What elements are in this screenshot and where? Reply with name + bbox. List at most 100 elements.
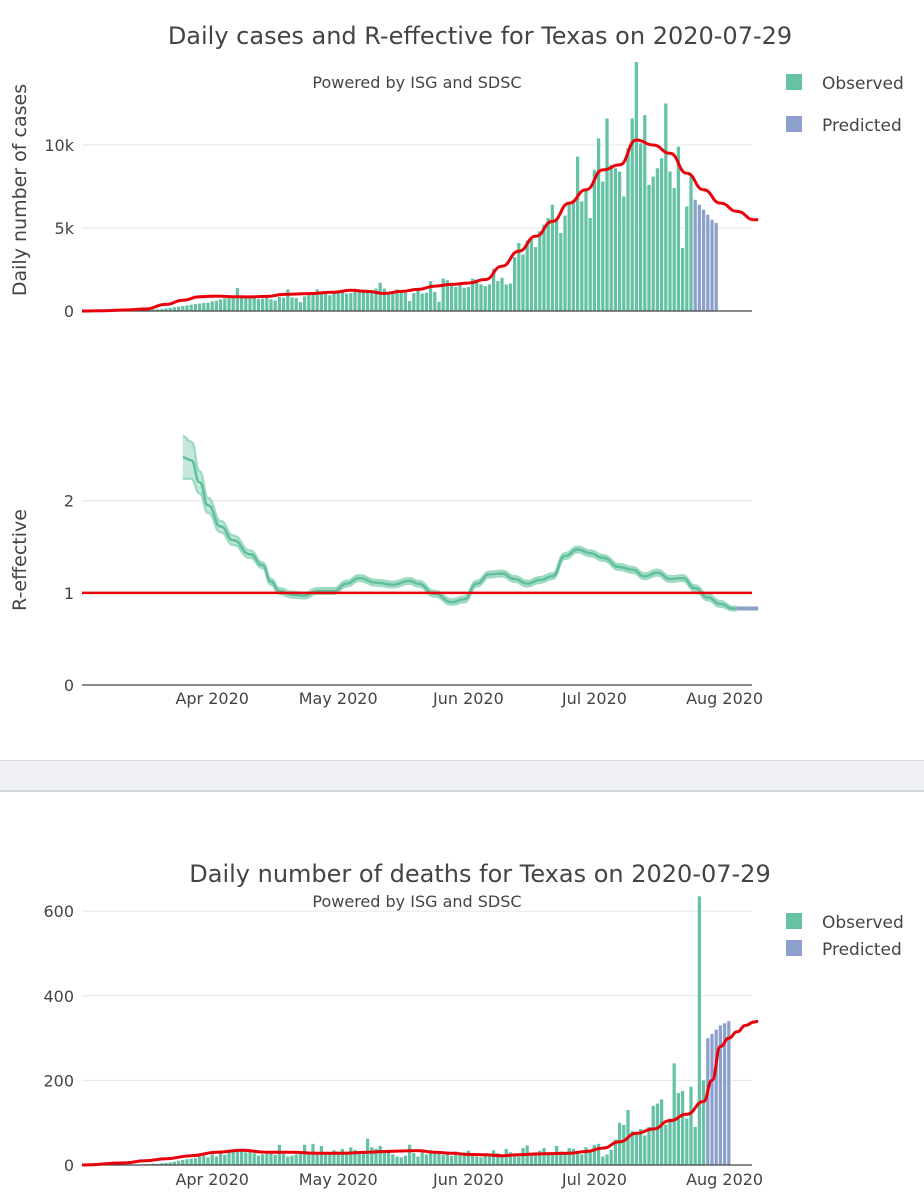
r-tick-label: 2 <box>64 492 74 511</box>
x-tick-label: Aug 2020 <box>686 1170 763 1189</box>
observed-bar <box>638 1129 643 1165</box>
legend[interactable]: Observed Predicted <box>786 913 904 960</box>
r-y-ticks: 0 1 2 <box>64 492 74 695</box>
predicted-bar <box>714 223 718 311</box>
observed-bar <box>424 292 429 311</box>
legend-item-observed[interactable]: Observed <box>786 913 904 933</box>
x-tick-label: Apr 2020 <box>175 1170 248 1189</box>
r-confidence-band <box>182 436 738 611</box>
observed-bar <box>500 1154 504 1165</box>
observed-bar <box>605 1154 609 1165</box>
observed-bar <box>202 1155 206 1165</box>
legend-swatch-predicted <box>786 940 802 956</box>
observed-bar <box>445 280 450 311</box>
predicted-bar <box>727 1021 731 1165</box>
observed-bar <box>596 138 601 311</box>
observed-bar <box>239 1148 244 1165</box>
observed-bar <box>676 146 681 311</box>
observed-bar <box>630 118 634 311</box>
legend-item-observed[interactable]: Observed <box>786 74 904 94</box>
legend-label-observed: Observed <box>822 74 904 94</box>
predicted-bar <box>710 1033 714 1165</box>
observed-bar <box>420 1152 424 1165</box>
observed-bar <box>512 257 517 311</box>
observed-bar <box>668 171 672 311</box>
observed-bar <box>428 1150 433 1165</box>
observed-bar <box>353 291 357 311</box>
deaths-gridlines <box>82 910 752 1081</box>
observed-bar <box>441 278 445 311</box>
observed-bar <box>651 1105 655 1165</box>
cases-tick-label: 5k <box>55 219 75 238</box>
observed-bar <box>302 1144 307 1165</box>
observed-bar <box>546 218 550 311</box>
observed-bar <box>491 268 496 311</box>
observed-bar <box>416 289 420 311</box>
observed-bar <box>622 196 626 311</box>
observed-bar <box>458 285 462 311</box>
observed-bar <box>575 1152 580 1165</box>
observed-bar <box>559 1151 563 1165</box>
observed-bar <box>168 307 172 311</box>
observed-bar <box>689 176 693 311</box>
observed-bar <box>449 282 454 311</box>
observed-bar <box>395 289 399 311</box>
observed-bar <box>592 169 597 311</box>
observed-bar <box>319 1145 324 1165</box>
observed-bar <box>693 1126 697 1165</box>
observed-bar <box>315 1152 319 1165</box>
observed-bar <box>185 1159 189 1165</box>
x-tick-label: Jul 2020 <box>561 689 627 708</box>
observed-bar <box>672 1063 676 1165</box>
deaths-bars <box>143 896 731 1165</box>
observed-bar <box>647 184 651 311</box>
observed-bar <box>307 295 311 311</box>
deaths-tick-label: 200 <box>43 1071 74 1090</box>
observed-bar <box>160 308 164 311</box>
observed-bar <box>231 296 235 311</box>
observed-bar <box>214 300 219 311</box>
observed-bar <box>445 1152 450 1165</box>
observed-bar <box>521 1148 525 1165</box>
observed-bar <box>332 1150 336 1165</box>
observed-bar <box>470 1154 475 1165</box>
observed-bar <box>462 1152 466 1165</box>
observed-bar <box>185 305 189 311</box>
legend-label-predicted: Predicted <box>822 116 902 136</box>
observed-bar <box>525 240 529 311</box>
deaths-panel: Daily number of deaths for Texas on 2020… <box>0 792 924 1200</box>
cases-trend-line <box>81 138 759 313</box>
observed-bar <box>416 1156 420 1165</box>
observed-bar <box>638 143 643 311</box>
observed-bar <box>290 297 294 311</box>
observed-bar <box>302 296 307 311</box>
observed-bar <box>580 1154 584 1165</box>
observed-bar <box>664 1124 668 1165</box>
observed-bar <box>281 297 286 311</box>
legend[interactable]: Observed Predicted <box>786 74 904 136</box>
observed-bar <box>563 215 567 311</box>
deaths-tick-label: 0 <box>64 1156 74 1175</box>
cases-bars <box>143 62 718 312</box>
legend-item-predicted[interactable]: Predicted <box>786 116 902 136</box>
observed-bar <box>378 1145 382 1165</box>
observed-bar <box>521 254 525 311</box>
observed-bar <box>588 1150 592 1165</box>
figure-title: Daily cases and R-effective for Texas on… <box>168 22 792 50</box>
observed-bar <box>155 1163 160 1165</box>
observed-bar <box>248 298 252 311</box>
legend-item-predicted[interactable]: Predicted <box>786 940 902 960</box>
observed-bar <box>197 303 202 311</box>
observed-bar <box>676 1093 681 1165</box>
observed-bar <box>256 1155 261 1165</box>
observed-bar <box>655 168 660 311</box>
r-tick-label: 1 <box>64 584 74 603</box>
observed-bar <box>550 204 555 311</box>
observed-bar <box>357 290 361 311</box>
observed-bar <box>391 1154 395 1165</box>
observed-bar <box>403 1155 408 1165</box>
observed-bar <box>441 1154 445 1165</box>
observed-bar <box>588 218 592 311</box>
observed-bar <box>265 297 269 311</box>
deaths-tick-label: 600 <box>43 902 74 921</box>
